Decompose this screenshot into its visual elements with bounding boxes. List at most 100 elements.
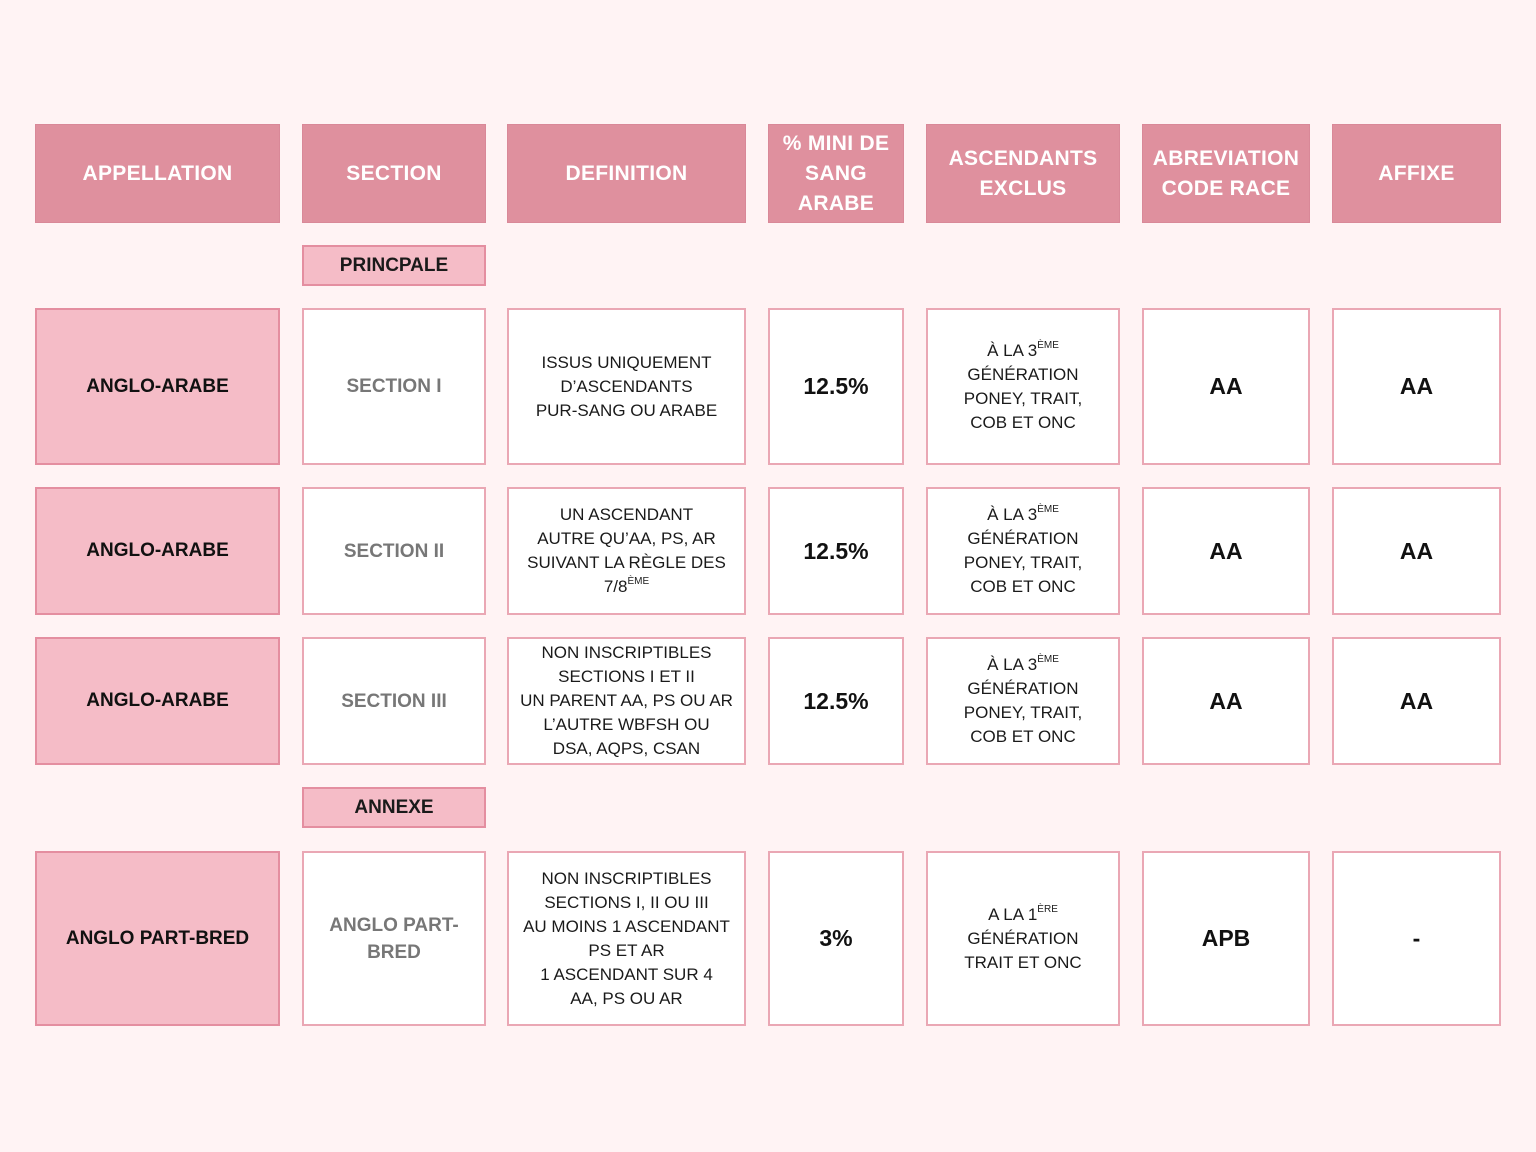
row2-mini-sang-value: 12.5% [803,537,869,564]
row1-definition-line2: D’ASCENDANTS [560,376,693,396]
group-label-principale-text: PRINCPALE [339,254,449,276]
row2-definition-line2: AUTRE QU’AA, PS, AR [537,529,716,548]
row4-affixe-value: - [1412,925,1421,951]
row3-section: SECTION III [302,637,486,765]
row1-exclus-line3: COB ET ONC [970,412,1076,432]
row3-exclus-line1: GÉNÉRATION [967,679,1079,698]
row3-exclus-line2: PONEY, TRAIT, [963,703,1083,722]
row2-definition-sup: ÈME [627,576,650,587]
row3-exclus: À LA 3ÈME GÉNÉRATION PONEY, TRAIT, COB E… [926,637,1120,765]
row1-appellation-text: ANGLO-ARABE [86,375,229,397]
row4-definition: NON INSCRIPTIBLES SECTIONS I, II OU III … [507,851,746,1026]
row3-mini-sang-value: 12.5% [803,687,869,714]
row4-definition-line2: SECTIONS I, II OU III [544,892,709,912]
row3-affixe-value: AA [1399,687,1434,714]
header-section-label: SECTION [346,161,442,185]
row1-section: SECTION I [302,308,486,465]
row3-definition-line5: DSA, AQPS, CSAN [552,739,701,758]
row4-exclus-line1: GÉNÉRATION [967,928,1079,948]
row2-exclus-line3: COB ET ONC [970,577,1076,596]
header-abreviation-line1: ABREVIATION [1152,146,1300,170]
row2-affixe-value: AA [1399,537,1434,564]
row3-affixe: AA [1332,637,1501,765]
row1-affixe: AA [1332,308,1501,465]
group-label-annexe: ANNEXE [302,787,486,828]
row3-definition: NON INSCRIPTIBLES SECTIONS I ET II UN PA… [507,637,746,765]
row1-affixe-value: AA [1399,373,1434,399]
row1-exclus: À LA 3ÈME GÉNÉRATION PONEY, TRAIT, COB E… [926,308,1120,465]
row2-exclus-line1: GÉNÉRATION [967,529,1079,548]
row2-appellation: ANGLO-ARABE [35,487,280,615]
row4-exclus-sup: ÈRE [1037,903,1058,915]
row1-appellation: ANGLO-ARABE [35,308,280,465]
row1-definition-line3: PUR-SANG OU ARABE [535,400,718,420]
row1-exclus-line2: PONEY, TRAIT, [963,388,1083,408]
row2-definition-line3: SUIVANT LA RÈGLE DES [527,553,726,572]
row4-definition-line4: PS ET AR [588,940,665,960]
row1-mini-sang-value: 12.5% [803,373,869,399]
header-mini-sang: % MINI DE SANG ARABE [768,124,904,223]
row3-appellation: ANGLO-ARABE [35,637,280,765]
row2-section-text: SECTION II [343,540,445,562]
row4-exclus-prefix: A LA 1 [988,904,1038,924]
row1-exclus-line1: GÉNÉRATION [967,364,1079,384]
row4-definition-line3: AU MOINS 1 ASCENDANT [523,916,730,936]
header-appellation: APPELLATION [35,124,280,223]
header-mini-sang-line3: ARABE [797,191,875,215]
header-ascendants: ASCENDANTS EXCLUS [926,124,1120,223]
row4-definition-line5: 1 ASCENDANT SUR 4 [540,964,713,984]
group-label-principale: PRINCPALE [302,245,486,286]
row3-abreviation: AA [1142,637,1310,765]
row4-abreviation-value: APB [1201,925,1251,951]
row2-abreviation-value: AA [1209,537,1243,564]
row4-affixe: - [1332,851,1501,1026]
row2-exclus: À LA 3ÈME GÉNÉRATION PONEY, TRAIT, COB E… [926,487,1120,615]
row4-mini-sang: 3% [768,851,904,1026]
row1-abreviation-value: AA [1209,373,1243,399]
row2-exclus-prefix: À LA 3 [987,505,1038,524]
header-mini-sang-line2: SANG [805,161,867,185]
row2-definition-last: 7/8 [603,577,628,596]
row4-abreviation: APB [1142,851,1310,1026]
row1-section-text: SECTION I [346,376,442,397]
row2-affixe: AA [1332,487,1501,615]
row4-section-line2: BRED [367,941,421,963]
row3-section-text: SECTION III [341,690,447,712]
row4-appellation-text: ANGLO PART-BRED [65,927,250,949]
row3-abreviation-value: AA [1209,687,1243,714]
row1-definition-line1: ISSUS UNIQUEMENT [541,352,712,372]
row2-appellation-text: ANGLO-ARABE [86,540,229,561]
row2-section: SECTION II [302,487,486,615]
row3-mini-sang: 12.5% [768,637,904,765]
header-abreviation: ABREVIATION CODE RACE [1142,124,1310,223]
row3-definition-line3: UN PARENT AA, PS OU AR [520,691,733,710]
row2-exclus-sup: ÈME [1037,504,1059,515]
row4-section: ANGLO PART- BRED [302,851,486,1026]
row1-definition: ISSUS UNIQUEMENT D’ASCENDANTS PUR-SANG O… [507,308,746,465]
group-label-annexe-text: ANNEXE [354,796,434,818]
row4-definition-line6: AA, PS OU AR [570,988,683,1008]
row4-definition-line1: NON INSCRIPTIBLES [541,868,712,888]
row3-appellation-text: ANGLO-ARABE [86,690,229,711]
header-appellation-label: APPELLATION [82,161,233,185]
header-affixe-label: AFFIXE [1378,161,1455,185]
row2-exclus-line2: PONEY, TRAIT, [963,553,1083,572]
row1-mini-sang: 12.5% [768,308,904,465]
header-definition-label: DEFINITION [565,161,688,185]
row3-definition-line1: NON INSCRIPTIBLES [541,643,712,662]
row4-mini-sang-value: 3% [819,925,853,951]
row1-exclus-sup: ÈME [1037,339,1059,351]
header-section: SECTION [302,124,486,223]
row4-exclus-line2: TRAIT ET ONC [964,952,1082,972]
row2-definition-line1: UN ASCENDANT [559,505,694,524]
row3-exclus-sup: ÈME [1037,654,1059,665]
row4-section-line1: ANGLO PART- [329,914,459,936]
row3-definition-line4: L’AUTRE WBFSH OU [543,715,710,734]
row2-mini-sang: 12.5% [768,487,904,615]
row1-exclus-prefix: À LA 3 [987,340,1038,360]
header-affixe: AFFIXE [1332,124,1501,223]
row3-definition-line2: SECTIONS I ET II [558,667,695,686]
row3-exclus-line3: COB ET ONC [970,727,1076,746]
header-definition: DEFINITION [507,124,746,223]
header-ascendants-line2: EXCLUS [979,176,1067,200]
